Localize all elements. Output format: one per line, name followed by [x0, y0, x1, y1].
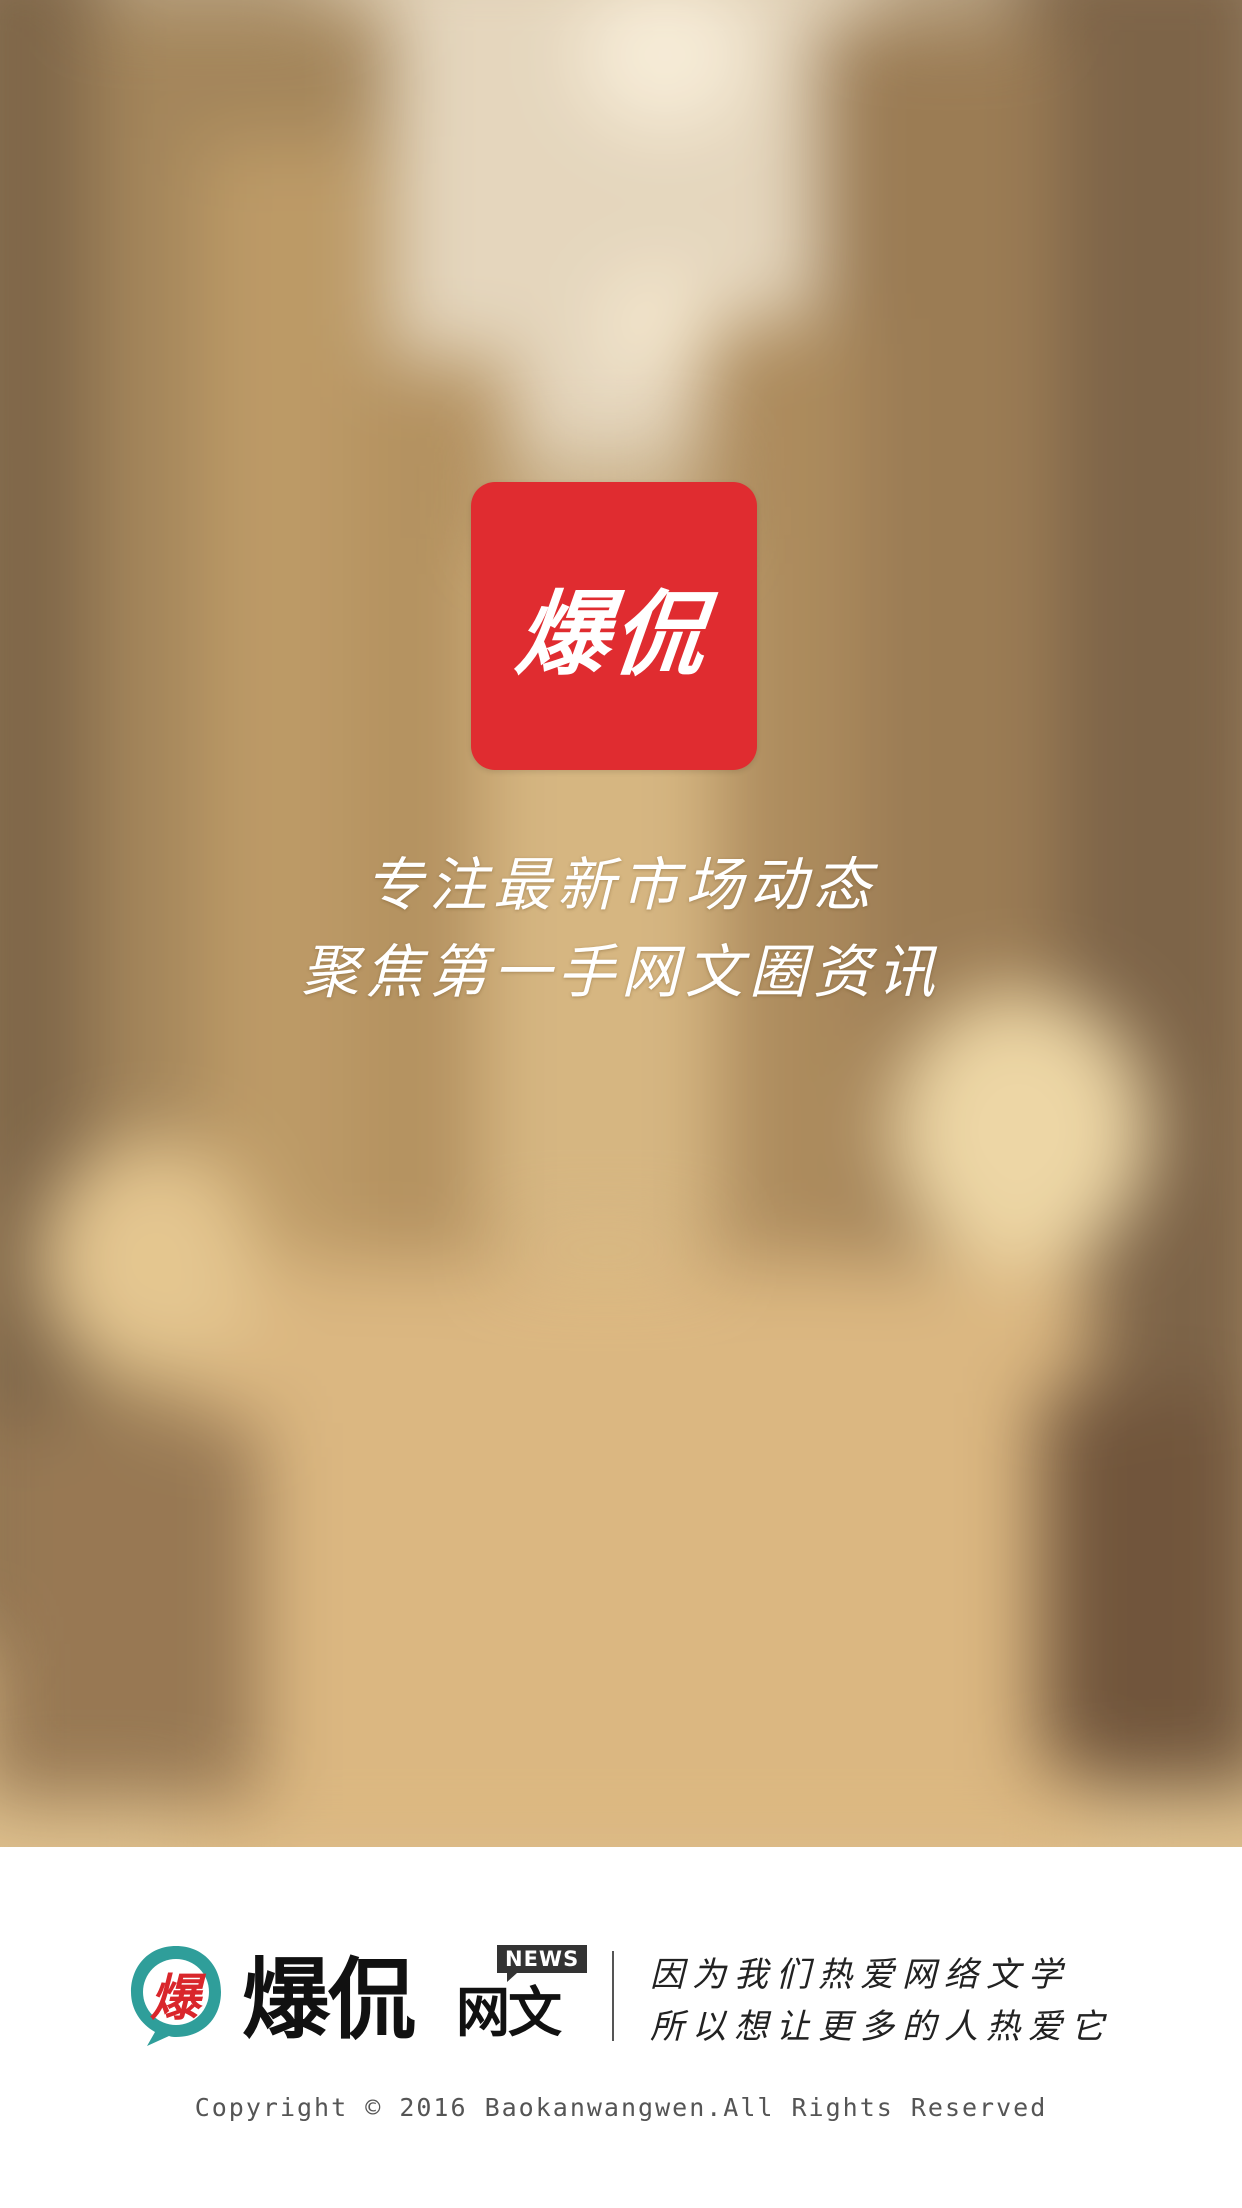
news-tag: NEWS	[497, 1945, 588, 1982]
tagline-line-1: 因为我们热爱网络文学	[650, 1955, 1070, 1995]
brand-badge-icon: 爆	[125, 1940, 227, 2050]
slogan-line-1: 专注最新市场动态	[364, 851, 877, 919]
brand-badge-char: 爆	[150, 1968, 200, 2027]
brand-sub: 网文	[456, 1981, 562, 2044]
app-logo-label: 爆侃	[511, 579, 715, 688]
library-background-image	[0, 0, 1242, 1847]
splash-footer: 爆 爆侃 NEWS 网文 因为我们热爱网络文学 所以想让更多的人热爱它 Copy…	[0, 1847, 1242, 2208]
copyright-text: Copyright © 2016 Baokanwangwen.All Right…	[194, 2093, 1048, 2122]
app-logo-icon: 爆侃	[471, 482, 757, 770]
footer-divider	[612, 1951, 614, 2041]
brand-name: 爆侃	[242, 1948, 416, 2051]
slogan-line-2: 聚焦第一手网文圈资讯	[300, 938, 941, 1006]
tagline-line-2: 所以想让更多的人热爱它	[650, 2007, 1112, 2047]
